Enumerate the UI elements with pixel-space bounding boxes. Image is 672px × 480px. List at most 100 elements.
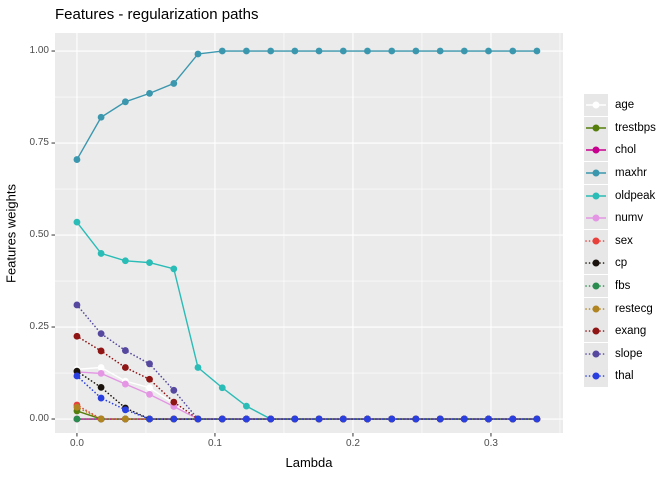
series-point-age [146,384,153,392]
legend-label: age [615,99,635,112]
legend-key-thal [584,365,608,388]
series-point-exang [146,375,153,383]
series-point-thal [243,415,250,423]
series-point-oldpeak [170,265,178,273]
series-point-maxhr [243,47,250,55]
legend-key-chol [584,139,608,162]
legend-item-chol: chol [584,139,656,162]
legend-key-fbs [584,275,608,298]
x-axis-title: Lambda [285,455,333,470]
legend-label: chol [615,144,637,157]
legend-label: trestbps [615,121,656,134]
legend-item-thal: thal [584,365,656,388]
series-point-thal [170,415,178,423]
x-tick-label: 0.1 [208,438,222,449]
series-point-thal [267,415,275,423]
series-point-exang [73,332,81,340]
legend-item-maxhr: maxhr [584,162,656,185]
legend-key-oldpeak [584,184,608,207]
series-point-thal [146,415,153,423]
x-tick-label: 0.0 [70,438,84,449]
series-point-numv [97,369,105,377]
legend-key-slope [584,342,608,365]
series-point-thal [412,415,420,423]
series-point-maxhr [412,47,420,55]
series-point-maxhr [533,47,541,55]
series-point-maxhr [485,47,492,55]
legend-key-maxhr [584,162,608,185]
series-point-restecg [121,415,129,423]
series-point-numv [121,380,129,388]
series-point-restecg [97,415,105,423]
series-point-thal [73,372,81,380]
x-tick-label: 0.3 [484,438,498,449]
y-tick-label: 0.00 [29,413,49,424]
series-point-thal [291,415,299,423]
series-point-slope [170,386,178,394]
legend-label: oldpeak [615,189,656,202]
legend: age trestbps chol maxhr oldpeak numv sex cp fbs r… [584,94,656,388]
legend-item-oldpeak: oldpeak [584,184,656,207]
series-point-thal [485,415,492,423]
legend-label: sex [615,234,633,247]
series-point-thal [460,415,468,423]
y-tick-label: 0.50 [29,229,49,240]
series-point-thal [97,394,105,402]
series-point-maxhr [339,47,347,55]
legend-key-sex [584,229,608,252]
legend-label: cp [615,257,628,270]
series-point-maxhr [388,47,396,55]
series-point-thal [436,415,444,423]
series-point-fbs [73,415,81,423]
series-point-thal [509,415,517,423]
legend-key-restecg [584,297,608,320]
legend-key-numv [584,207,608,230]
y-tick-label: 0.75 [29,137,49,148]
series-point-numv [146,390,153,398]
legend-item-sex: sex [584,229,656,253]
series-line-maxhr [76,50,537,160]
legend-label: restecg [615,302,653,315]
series-point-maxhr [146,89,153,97]
legend-key-age [584,94,608,117]
series-line-thal [76,375,538,420]
series-point-maxhr [267,47,275,55]
series-point-maxhr [194,50,202,58]
x-tick-label: 0.2 [346,438,360,449]
series-point-age [97,364,105,371]
legend-item-fbs: fbs [584,275,656,298]
series-point-thal [388,415,396,423]
y-tick-label: 0.25 [29,321,49,332]
legend-label: maxhr [615,167,647,180]
legend-item-restecg: restecg [584,297,656,320]
series-point-oldpeak [194,364,202,371]
series-point-thal [194,415,202,423]
series-point-thal [364,415,371,423]
series-point-exang [121,364,129,371]
series-point-exang [97,347,105,355]
legend-key-exang [584,320,608,343]
series-point-oldpeak [73,218,81,226]
legend-item-trestbps: trestbps [584,116,656,140]
legend-item-exang: exang [584,320,656,343]
legend-item-slope: slope [584,342,656,366]
series-point-thal [533,415,541,423]
series-point-slope [146,360,153,368]
legend-item-age: age [584,94,656,117]
y-tick-label: 1.00 [29,45,49,56]
legend-item-cp: cp [584,252,656,275]
series-point-slope [73,301,81,309]
series-point-slope [97,330,105,338]
series-point-oldpeak [121,257,129,265]
legend-key-cp [584,252,608,275]
series-point-thal [315,415,323,423]
legend-key-trestbps [584,116,608,139]
series-point-thal [121,406,129,414]
series-point-maxhr [170,80,178,87]
series-point-oldpeak [97,250,105,257]
series-point-restecg [73,403,81,411]
legend-label: exang [615,325,647,338]
series-point-thal [218,415,226,423]
legend-label: fbs [615,280,631,293]
series-point-maxhr [460,47,468,55]
